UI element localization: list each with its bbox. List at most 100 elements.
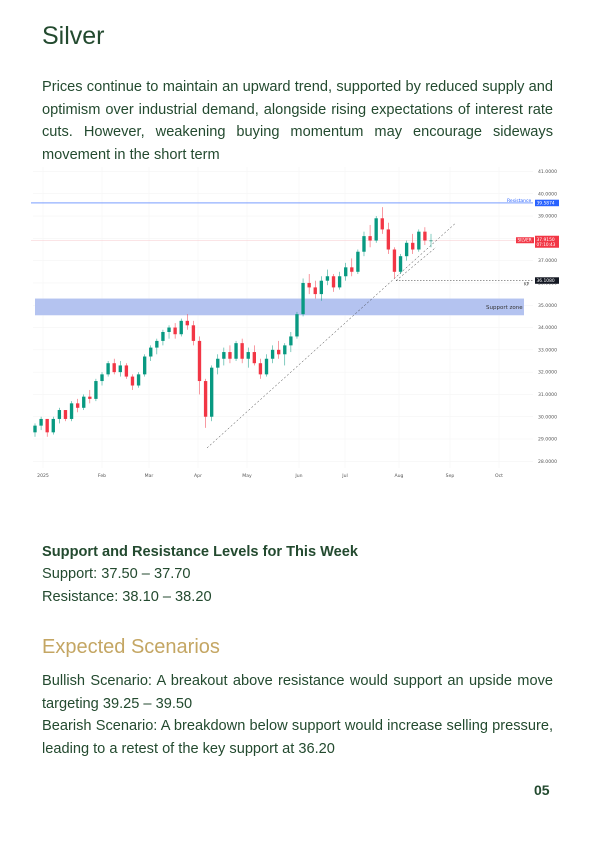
bearish-scenario: Bearish Scenario: A breakdown below supp… [42,718,553,757]
candle-body [234,343,238,359]
candle-body [374,218,378,241]
candle-body [142,356,147,375]
price-badge-box [535,235,559,248]
candle-body [380,218,384,230]
support-zone-label: Support zone [486,305,523,311]
candle-body [210,367,214,417]
candle-body [100,374,104,382]
candle-body [331,276,336,288]
candle-body [130,376,135,386]
support-levels: Support: 37.50 – 37.70 [42,566,191,582]
resistance-label: Resistance [507,198,531,204]
x-tick-label: May [242,473,252,479]
y-tick-label: 41.0000 [538,169,557,175]
support-zone-band [35,298,524,316]
y-tick-label: 35.0000 [538,303,557,309]
candle-body [264,358,269,375]
candle-body [398,256,403,272]
resistance-levels: Resistance: 38.10 – 38.20 [42,589,212,605]
candle-body [325,276,330,281]
x-tick-label: Jun [294,473,302,479]
candle-body [350,267,354,272]
candle-body [51,418,55,433]
candle-body [344,267,348,277]
candle-body [228,352,232,359]
y-tick-label: 33.0000 [538,347,557,353]
candle-body [429,240,433,242]
candle-body [240,343,244,359]
candle-body [283,345,287,355]
key-level-label: KP [524,282,530,287]
candle-body [386,229,391,250]
candle-body [423,231,427,241]
candle-body [118,365,122,373]
candle-body [63,410,68,419]
candle-body [411,242,415,250]
candle-body [222,352,226,359]
candle-body [246,352,250,359]
x-tick-label: Jul [341,473,348,479]
candle-body [368,236,372,241]
page-title: Silver [42,22,105,50]
x-tick-label: Sep [446,473,455,479]
candle-body [203,381,208,417]
x-tick-label: Feb [98,473,106,479]
candle-body [94,381,98,399]
candle-body [75,403,80,408]
scenarios-heading: Expected Scenarios [42,636,220,658]
y-tick-label: 31.0000 [538,392,557,398]
resistance-badge-box [535,199,559,207]
candle-body [82,396,86,408]
candle-body [112,363,116,373]
candle-body [149,347,153,357]
candle-body [39,418,43,426]
candle-body [252,352,256,364]
candle-body [337,276,342,288]
y-tick-label: 34.0000 [538,325,557,331]
key-level-badge-box [535,277,559,284]
candle-body [313,287,317,295]
intro-paragraph: Prices continue to maintain an upward tr… [42,79,553,163]
y-tick-label: 39.0000 [538,214,557,220]
candle-body [179,320,183,335]
candle-body [167,327,171,332]
x-tick-label: Mar [145,473,154,479]
candle-body [33,425,37,433]
x-tick-label: 2025 [37,473,49,479]
bullish-scenario: Bullish Scenario: A breakout above resis… [42,673,553,712]
short-trendline [395,247,437,281]
silver-price-chart: Support zone Resistance 41.0000 40.0000 39… [31,163,563,483]
candle-body [356,251,360,272]
candle-body [124,365,129,377]
resistance-badge-text: 39.5874 [537,201,555,207]
candle-body [258,363,263,375]
candle-body [216,358,220,368]
candlestick-series [33,207,433,437]
key-level-badge-text: 36.1080 [537,278,555,284]
candle-body [197,340,202,382]
candle-body [185,320,189,326]
candle-body [270,349,275,359]
chart-gridlines [33,167,533,468]
candle-body [362,236,366,252]
y-tick-label: 30.0000 [538,414,557,420]
candle-body [155,340,159,348]
candle-body [404,242,409,257]
candle-body [319,280,324,295]
candle-body [161,331,165,341]
price-badge-time: 07:10:43 [537,242,556,247]
candle-body [173,327,177,335]
candle-body [88,396,92,399]
candle-body [277,349,281,355]
x-tick-label: Aug [395,473,404,479]
candle-body [301,282,305,315]
support-resistance-heading: Support and Resistance Levels for This W… [42,544,359,560]
candle-body [45,418,49,433]
candle-body [191,325,196,341]
symbol-badge-text: SILVER [518,238,532,243]
y-tick-label: 29.0000 [538,437,557,443]
symbol-badge-box [516,237,534,244]
y-tick-label: 40.0000 [538,191,557,197]
candle-body [289,336,293,346]
x-tick-label: Oct [495,473,503,479]
